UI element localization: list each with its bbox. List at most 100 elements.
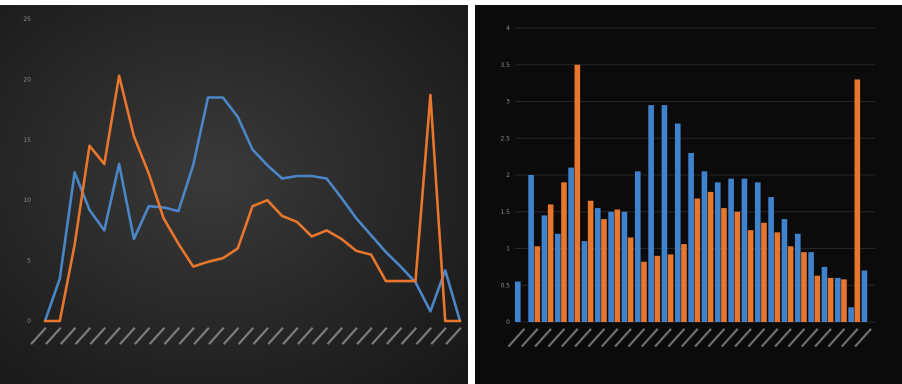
y-tick-label: 2	[506, 172, 510, 179]
y-tick-label: 1.5	[500, 209, 510, 216]
x-tick-label	[297, 327, 314, 345]
bar-series-1	[621, 211, 628, 322]
x-tick-label	[134, 326, 151, 345]
bar-series-2	[747, 230, 754, 322]
x-tick-label	[774, 328, 792, 348]
bar-series-1	[554, 233, 561, 322]
x-tick-label	[574, 328, 592, 348]
x-tick-label	[163, 327, 181, 345]
bar-series-2	[627, 237, 634, 322]
bar-series-2	[547, 204, 554, 322]
bar-series-1	[661, 105, 668, 322]
y-tick-label: 25	[23, 16, 31, 23]
bar-series-1	[714, 182, 721, 322]
bar-series-2	[787, 246, 794, 322]
x-tick-label	[507, 328, 526, 348]
bar-series-2	[681, 244, 687, 322]
bar-series-2	[614, 209, 621, 322]
x-tick-label	[430, 326, 447, 345]
x-tick-label	[654, 328, 672, 348]
x-tick-label	[614, 328, 632, 348]
x-tick-label	[734, 328, 752, 348]
x-tick-label	[222, 326, 240, 345]
y-tick-label: 0	[27, 318, 31, 325]
x-tick-label	[193, 326, 210, 345]
bar-series-2	[641, 261, 647, 322]
x-tick-label	[445, 326, 462, 345]
x-tick-label	[148, 327, 166, 345]
bar-series-1	[821, 266, 828, 322]
bar-series-2	[534, 246, 541, 322]
x-tick-label	[415, 326, 432, 345]
x-tick-label	[252, 327, 269, 345]
bar-series-2	[667, 254, 674, 322]
x-tick-label	[341, 326, 358, 345]
x-tick-label	[747, 328, 766, 348]
bar-series-1	[688, 152, 694, 322]
x-tick-label	[534, 328, 552, 348]
x-tick-label	[89, 327, 106, 345]
bar-series-2	[561, 182, 567, 322]
bar-series-1	[674, 123, 681, 322]
x-tick-label	[720, 328, 739, 348]
bar-series-2	[721, 208, 727, 322]
x-tick-label	[547, 328, 566, 348]
line-series-2	[43, 74, 462, 323]
x-tick-label	[667, 328, 686, 348]
y-tick-label: 10	[23, 197, 31, 204]
x-tick-label	[760, 328, 779, 348]
x-tick-label	[267, 326, 284, 345]
x-tick-label	[694, 328, 712, 348]
bar-series-2	[854, 79, 861, 322]
bar-series-2	[774, 232, 781, 322]
x-tick-label	[587, 328, 606, 348]
x-tick-label	[600, 328, 619, 348]
x-tick-label	[640, 328, 659, 348]
x-tick-label	[400, 326, 418, 345]
bar-series-1	[768, 197, 774, 322]
x-tick-label	[707, 327, 726, 348]
bar-series-2	[827, 277, 834, 322]
bar-series-1	[808, 252, 814, 322]
x-tick-label	[840, 328, 859, 348]
bar-series-2	[694, 198, 701, 322]
x-tick-label	[45, 326, 62, 345]
x-tick-label	[854, 328, 872, 348]
bar-series-1	[541, 215, 548, 322]
bar-series-2	[841, 279, 847, 322]
line-chart-panel: 0 5 10 15 20 25	[0, 5, 468, 384]
bar-series-1	[861, 270, 868, 322]
x-tick-label	[371, 327, 388, 345]
x-tick-label	[787, 328, 806, 348]
y-tick-label: 0	[506, 319, 510, 326]
x-tick-label	[356, 326, 373, 345]
bar-series-1	[528, 175, 534, 322]
x-tick-label	[385, 327, 403, 345]
x-tick-label	[30, 326, 47, 345]
y-tick-label: 20	[23, 76, 31, 83]
bar-series-2	[801, 252, 807, 322]
x-tick-label	[814, 327, 832, 348]
bar-series-1	[781, 219, 788, 322]
bar-series-2	[587, 200, 594, 322]
x-tick-label	[800, 327, 819, 348]
bar-series-1	[594, 208, 601, 322]
x-tick-label	[237, 326, 255, 345]
bar-series-1	[634, 171, 641, 322]
bar-series-2	[734, 211, 741, 322]
x-tick-label	[282, 326, 299, 345]
x-tick-label	[208, 326, 225, 345]
line-series-1	[43, 96, 462, 323]
y-tick-label: 4	[506, 25, 510, 32]
bar-series-2	[654, 255, 661, 322]
line-chart: 0 5 10 15 20 25	[23, 16, 462, 345]
x-tick-label	[680, 328, 699, 348]
bar-chart: 0 0.5 1 1.5 2 2.5 3 3.5 4	[500, 25, 875, 348]
x-tick-label	[520, 328, 539, 348]
x-tick-label	[311, 327, 329, 345]
bar-series-1	[701, 171, 708, 322]
bar-series-1	[568, 167, 574, 322]
bar-series-1	[794, 233, 801, 322]
x-tick-label	[104, 327, 121, 345]
bar-series-1	[848, 307, 854, 322]
